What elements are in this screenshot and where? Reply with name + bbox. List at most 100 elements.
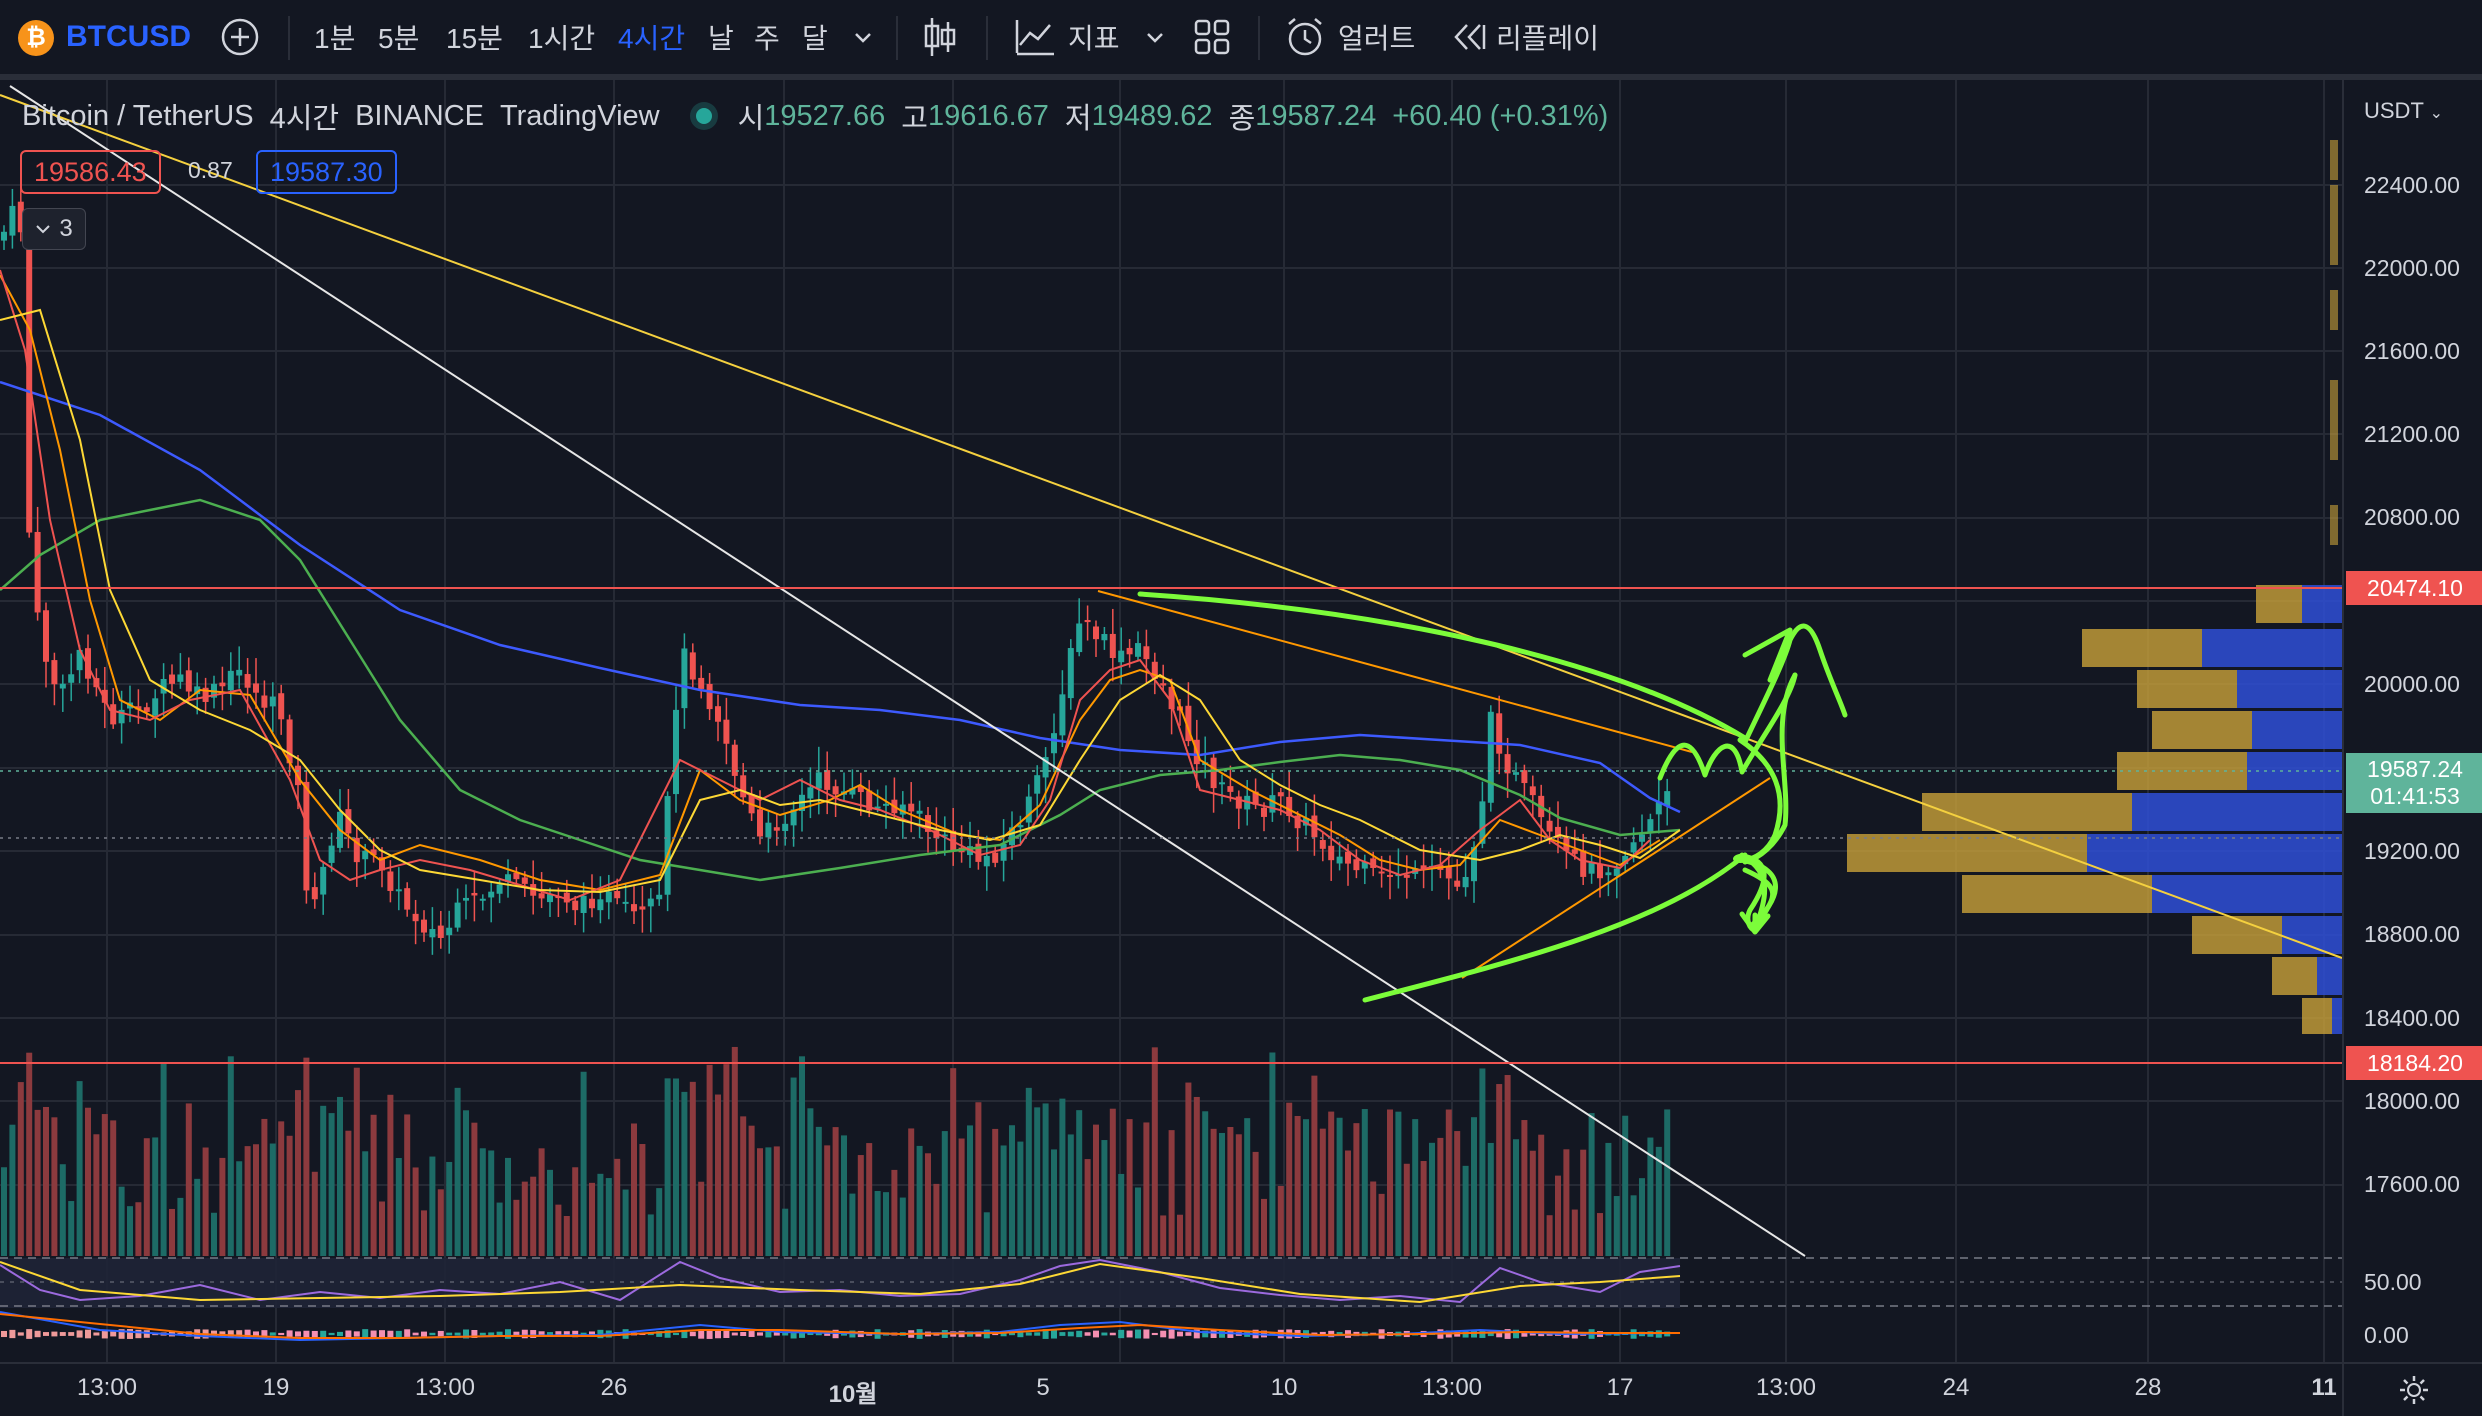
macd-bar xyxy=(1504,1329,1511,1339)
volume-bar xyxy=(261,1118,268,1256)
interval-5m[interactable]: 5분 xyxy=(378,23,420,54)
indicators-dropdown[interactable] xyxy=(1144,0,1166,74)
volume-bar xyxy=(925,1153,931,1256)
candle-body xyxy=(1588,861,1595,874)
interval-day[interactable]: 날 xyxy=(708,23,734,54)
ma-red-line xyxy=(0,269,1651,902)
currency-selector[interactable]: USDT ⌄ xyxy=(2364,98,2443,124)
candle-body xyxy=(1034,775,1041,794)
macd-bar xyxy=(715,1329,721,1339)
candle-body xyxy=(17,201,24,233)
macd-bar xyxy=(832,1329,839,1339)
macd-bar xyxy=(656,1331,663,1337)
volume-profile-sell-row xyxy=(2302,998,2332,1034)
add-symbol-button[interactable] xyxy=(220,0,260,74)
candle-body xyxy=(589,898,595,909)
candle-body xyxy=(101,689,108,703)
volume-bar xyxy=(454,1087,461,1256)
candle-body xyxy=(832,786,839,795)
macd-bar xyxy=(681,1329,688,1339)
volume-bar xyxy=(1664,1109,1671,1256)
volume-bar xyxy=(177,1197,184,1256)
interval-month[interactable]: 달 xyxy=(802,23,828,54)
indicators-label: 지표 xyxy=(1068,23,1120,54)
macd-bar xyxy=(143,1330,150,1338)
macd-bar xyxy=(521,1329,528,1339)
interval-4h[interactable]: 4시간 xyxy=(618,23,686,54)
macd-bar xyxy=(1529,1332,1536,1336)
candle-body xyxy=(547,894,553,903)
volume-bar xyxy=(992,1128,999,1256)
layout-button[interactable] xyxy=(1194,0,1230,74)
candle-body xyxy=(51,660,58,685)
candle-body xyxy=(849,788,856,795)
candle-body xyxy=(605,891,612,903)
volume-bar xyxy=(1076,1110,1083,1256)
open-label: 시 xyxy=(737,103,765,135)
volume-bar xyxy=(1403,1163,1410,1256)
macd-bar xyxy=(807,1332,814,1336)
macd-bar xyxy=(1118,1329,1125,1339)
macd-axis-label: 0.00 xyxy=(2364,1322,2409,1348)
volume-profile-buy-row xyxy=(2237,670,2342,708)
macd-bar xyxy=(790,1329,797,1339)
candle-body xyxy=(85,648,91,679)
hand-drawn-annotations xyxy=(1137,591,1848,1003)
price-label: 18800.00 xyxy=(2364,921,2460,947)
macd-bar xyxy=(9,1329,16,1339)
candle-body xyxy=(1286,796,1293,817)
chart-type-button[interactable] xyxy=(922,0,958,74)
volume-bar xyxy=(496,1202,503,1256)
price-chart[interactable] xyxy=(0,80,2342,1362)
candle-body xyxy=(521,877,528,884)
candle-body xyxy=(479,898,486,901)
candle-body xyxy=(169,674,175,684)
volume-bar xyxy=(1630,1195,1637,1256)
volume-bar xyxy=(656,1188,663,1256)
interval-1m[interactable]: 1분 xyxy=(314,23,356,54)
volume-bar xyxy=(698,1181,705,1256)
replay-button[interactable]: 리플레이 xyxy=(1452,0,1599,74)
volume-bar xyxy=(337,1096,343,1256)
volume-bar xyxy=(866,1143,873,1256)
candle-body xyxy=(1319,840,1326,849)
volume-bar xyxy=(1387,1109,1393,1256)
macd-bar xyxy=(135,1329,142,1339)
candle-body xyxy=(639,906,646,910)
trendline-white xyxy=(9,85,1806,1257)
candle-body xyxy=(1613,868,1620,876)
macd-bar xyxy=(437,1330,444,1338)
rsi-axis-label: 50.00 xyxy=(2364,1269,2422,1295)
volume-profile xyxy=(1847,140,2342,1034)
sell-price-button[interactable]: 19586.43 xyxy=(20,150,161,194)
interval-week[interactable]: 주 xyxy=(754,23,780,54)
volume-bar xyxy=(1487,1142,1494,1256)
volume-profile-buy-row xyxy=(2332,998,2342,1034)
interval-1h[interactable]: 1시간 xyxy=(528,23,596,54)
time-axis[interactable]: 13:00 19 13:00 26 10월 5 10 13:00 17 13:0… xyxy=(0,1362,2342,1416)
volume-bar xyxy=(983,1212,990,1256)
candle-body xyxy=(471,892,478,896)
buy-price-button[interactable]: 19587.30 xyxy=(256,150,397,194)
volume-bar xyxy=(68,1201,75,1256)
volume-bar xyxy=(1269,1052,1276,1256)
candle-body xyxy=(387,871,394,891)
volume-bar xyxy=(1546,1215,1553,1256)
interval-15m[interactable]: 15분 xyxy=(446,23,503,54)
candle-body xyxy=(1051,733,1057,754)
volume-bar xyxy=(1084,1159,1091,1256)
high-label: 고 xyxy=(901,103,928,135)
interval-dropdown[interactable] xyxy=(852,0,874,74)
candle-body xyxy=(177,674,184,682)
symbol-search-button[interactable]: BTCUSD xyxy=(66,20,191,53)
volume-bar xyxy=(227,1056,234,1256)
indicators-button[interactable]: 지표 xyxy=(1014,0,1120,74)
volume-bar xyxy=(824,1145,831,1256)
price-axis[interactable]: USDT ⌄ 22400.00 22000.00 21600.00 21200.… xyxy=(2342,80,2482,1362)
alert-button[interactable]: 얼러트 xyxy=(1284,0,1415,74)
settings-button[interactable] xyxy=(2342,1362,2482,1416)
volume-bar xyxy=(1177,1214,1183,1256)
macd-bar xyxy=(664,1330,671,1338)
studies-toggle-button[interactable]: 3 xyxy=(22,208,86,250)
candle-body xyxy=(866,790,873,811)
